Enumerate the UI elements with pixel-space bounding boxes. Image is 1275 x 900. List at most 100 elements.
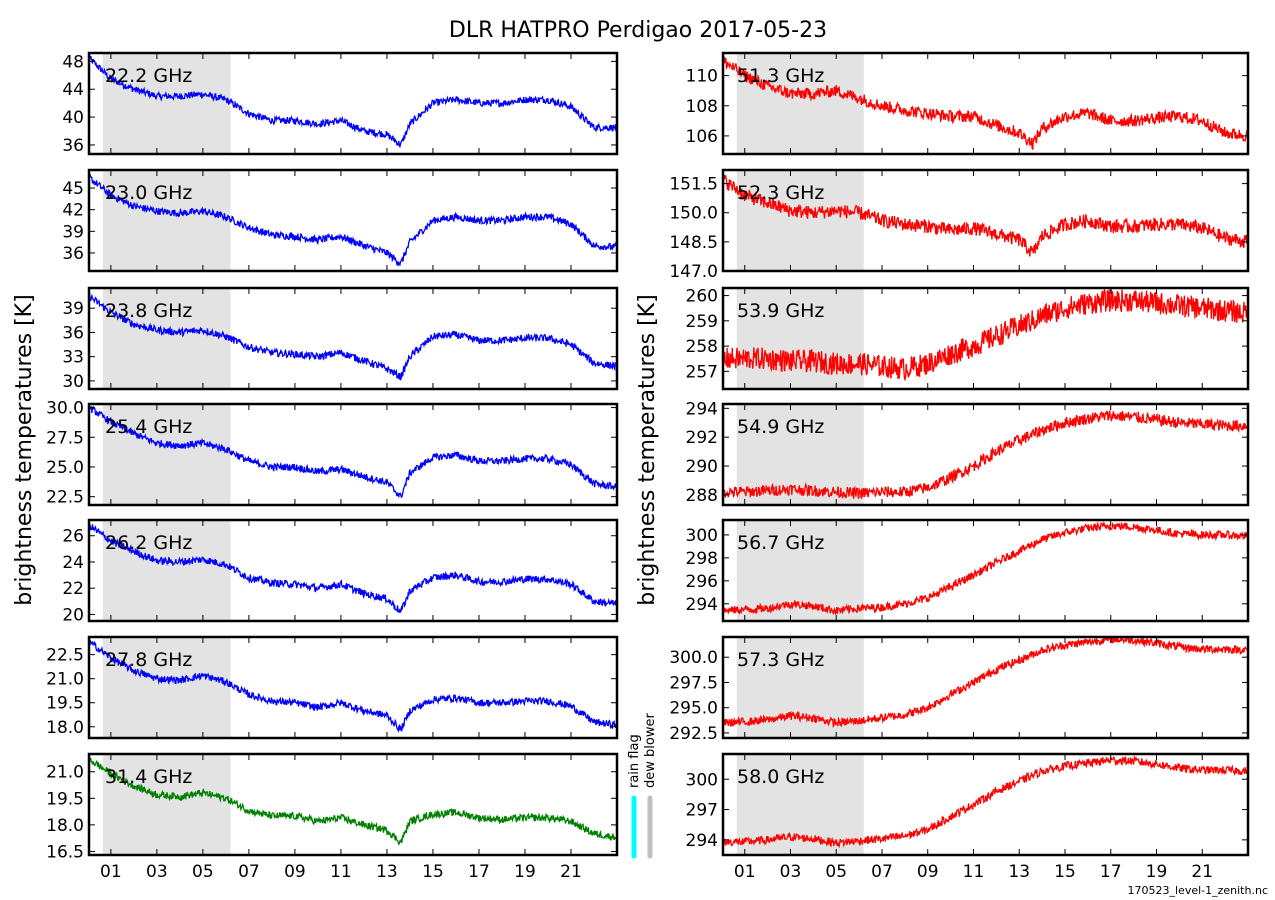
y-tick-label: 148.5 xyxy=(669,233,718,253)
y-axis-label-right: brightness temperatures [K] xyxy=(635,294,660,605)
shaded-interval xyxy=(102,637,231,738)
y-tick-label: 258 xyxy=(686,337,718,357)
shaded-interval xyxy=(102,754,231,855)
subplot-56-7-GHz: 56.7 GHz 294 296 298 300 xyxy=(686,518,1250,623)
shaded-interval xyxy=(102,170,231,271)
y-tick-label: 294 xyxy=(686,399,718,419)
axes-frame xyxy=(721,518,1250,623)
x-tick-label: 01 xyxy=(100,862,122,882)
panel-label: 58.0 GHz xyxy=(737,766,824,788)
series-line xyxy=(89,639,617,733)
y-tick-label: 26 xyxy=(62,527,84,547)
y-tick-label: 296 xyxy=(686,572,718,592)
y-tick-label: 16.5 xyxy=(46,842,84,862)
x-tick-label: 03 xyxy=(146,862,168,882)
shaded-interval xyxy=(736,170,864,271)
dew-blower-label: dew blower xyxy=(643,713,658,788)
panel-label: 53.9 GHz xyxy=(737,300,824,322)
y-tick-label: 42 xyxy=(62,201,84,221)
axes-frame xyxy=(87,402,619,507)
x-tick-label: 11 xyxy=(330,862,352,882)
series-line xyxy=(723,174,1248,257)
subplot-27-8-GHz: 27.8 GHz 18.0 19.5 21.0 22.5 xyxy=(46,635,619,740)
y-tick-label: 288 xyxy=(686,486,718,506)
y-tick-label: 297 xyxy=(686,801,718,821)
panel-label: 51.3 GHz xyxy=(737,65,824,87)
chart-title: DLR HATPRO Perdigao 2017-05-23 xyxy=(449,18,827,43)
y-tick-label: 21.0 xyxy=(46,670,84,690)
x-tick-label: 07 xyxy=(871,862,893,882)
x-tick-label: 03 xyxy=(780,862,802,882)
y-tick-label: 19.5 xyxy=(46,694,84,714)
panel-label: 23.0 GHz xyxy=(105,182,192,204)
x-tick-label: 01 xyxy=(734,862,756,882)
subplot-22-2-GHz: 22.2 GHz 36 40 44 48 xyxy=(62,51,619,156)
y-tick-label: 36 xyxy=(62,323,84,343)
x-tick-label: 15 xyxy=(1054,862,1076,882)
y-tick-label: 260 xyxy=(686,287,718,307)
y-tick-label: 22 xyxy=(62,579,84,599)
y-tick-label: 19.5 xyxy=(46,789,84,809)
axes-frame xyxy=(87,518,619,623)
x-tick-label: 19 xyxy=(514,862,536,882)
y-tick-label: 24 xyxy=(62,553,84,573)
y-tick-label: 300 xyxy=(686,770,718,790)
y-tick-label: 147.0 xyxy=(669,262,718,282)
panel-label: 25.4 GHz xyxy=(105,416,192,438)
x-tick-label: 09 xyxy=(284,862,306,882)
axes-frame xyxy=(721,286,1250,391)
x-tick-label: 21 xyxy=(560,862,582,882)
series-line xyxy=(723,409,1248,499)
subplot-58-0-GHz: 58.0 GHz 294 297 300 01 03 05 07 09 11 13 15 17 19 21 xyxy=(686,752,1250,882)
panel-label: 54.9 GHz xyxy=(737,416,824,438)
y-tick-label: 36 xyxy=(62,244,84,264)
axes-frame xyxy=(721,168,1250,273)
y-tick-label: 18.0 xyxy=(46,718,84,738)
series-line xyxy=(723,520,1248,616)
subplot-31-4-GHz: 31.4 GHz 16.5 18.0 19.5 21.0 01 03 05 07 09 11 13 15… xyxy=(46,752,619,882)
x-tick-label: 13 xyxy=(376,862,398,882)
y-tick-label: 44 xyxy=(62,80,84,100)
axes-frame xyxy=(87,51,619,156)
series-line xyxy=(89,173,617,268)
axes-frame xyxy=(87,635,619,740)
y-tick-label: 18.0 xyxy=(46,816,84,836)
y-tick-label: 295.0 xyxy=(669,699,718,719)
y-axis-label-left: brightness temperatures [K] xyxy=(12,294,37,605)
panel-label: 27.8 GHz xyxy=(105,649,192,671)
y-tick-label: 21.0 xyxy=(46,763,84,783)
subplot-57-3-GHz: 57.3 GHz 292.5 295.0 297.5 300.0 xyxy=(669,635,1250,744)
x-tick-label: 05 xyxy=(192,862,214,882)
axes-frame xyxy=(87,286,619,391)
y-tick-label: 30.0 xyxy=(46,399,84,419)
series-line xyxy=(89,292,617,381)
shaded-interval xyxy=(736,520,864,621)
y-tick-label: 151.5 xyxy=(669,175,718,195)
series-line xyxy=(723,288,1248,382)
shaded-interval xyxy=(102,520,231,621)
panel-label: 22.2 GHz xyxy=(105,65,192,87)
series-line xyxy=(723,637,1248,729)
axes-frame xyxy=(721,752,1250,857)
y-tick-label: 257 xyxy=(686,362,718,382)
y-tick-label: 106 xyxy=(686,127,718,147)
x-tick-label: 13 xyxy=(1008,862,1030,882)
series-line xyxy=(89,522,617,614)
series-line xyxy=(723,754,1248,849)
panel-label: 26.2 GHz xyxy=(105,532,192,554)
y-tick-label: 48 xyxy=(62,52,84,72)
y-tick-label: 25.0 xyxy=(46,458,84,478)
subplot-52-3-GHz: 52.3 GHz 147.0 148.5 150.0 151.5 xyxy=(669,168,1250,282)
subplot-23-8-GHz: 23.8 GHz 30 33 36 39 xyxy=(62,286,619,392)
y-tick-label: 20 xyxy=(62,605,84,625)
subplot-54-9-GHz: 54.9 GHz 288 290 292 294 xyxy=(686,399,1250,507)
y-tick-label: 39 xyxy=(62,299,84,319)
y-tick-label: 294 xyxy=(686,831,718,851)
x-tick-label: 09 xyxy=(917,862,939,882)
y-tick-label: 36 xyxy=(62,136,84,156)
y-tick-label: 108 xyxy=(686,97,718,117)
panel-label: 31.4 GHz xyxy=(105,766,192,788)
rain-flag-label: rain flag xyxy=(627,734,642,788)
y-tick-label: 150.0 xyxy=(669,204,718,224)
